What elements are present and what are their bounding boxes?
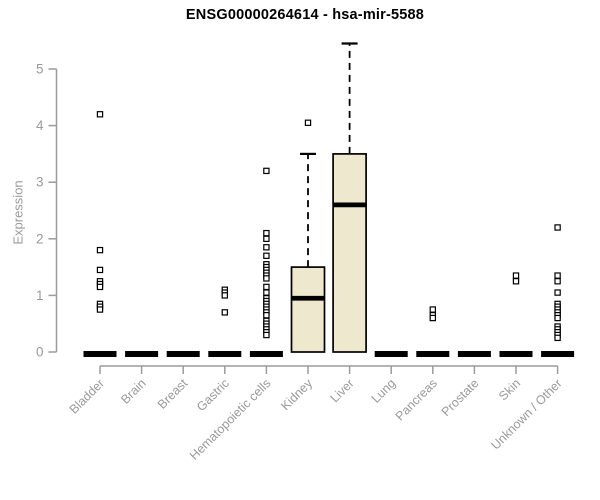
outlier-point (221, 309, 228, 316)
collapsed-box-skin (499, 351, 533, 357)
collapsed-box-unknown-other (541, 351, 575, 357)
outlier-point (96, 283, 104, 291)
outlier-point (554, 224, 561, 231)
outlier-point (96, 246, 104, 254)
box-kidney (290, 266, 326, 353)
y-axis-tick-label: 1 (36, 288, 44, 303)
x-axis-category-label: Liver (328, 376, 357, 405)
outlier-point (263, 235, 270, 242)
outlier-point (221, 292, 228, 299)
collapsed-box-gastric (208, 351, 242, 357)
outlier-point (263, 275, 270, 282)
y-axis-tick-label: 4 (36, 118, 44, 133)
x-axis-category-label: Lung (369, 376, 399, 406)
outlier-point (554, 314, 561, 322)
x-axis-category-label: Bladder (67, 376, 107, 416)
outlier-point (263, 167, 270, 175)
collapsed-box-pancreas (416, 351, 450, 357)
outlier-point (512, 278, 520, 285)
collapsed-box-prostate (457, 351, 491, 357)
collapsed-box-breast (166, 351, 200, 357)
y-axis-tick-label: 2 (36, 231, 44, 246)
x-axis-category-label: Hematopoietic cells (187, 376, 274, 463)
box-liver (332, 153, 367, 353)
outlier-point (263, 331, 270, 339)
outlier-point (263, 312, 270, 319)
collapsed-box-hematopoietic-cells (249, 351, 283, 357)
x-axis-category-label: Skin (496, 376, 523, 403)
outlier-point (263, 252, 270, 259)
outlier-point (263, 229, 270, 237)
outlier-point (554, 334, 561, 342)
x-axis-category-label: Kidney (278, 376, 315, 413)
outlier-point (554, 278, 561, 285)
outlier-point (96, 111, 104, 118)
collapsed-box-brain (125, 351, 159, 357)
y-axis-tick-label: 3 (36, 175, 44, 190)
outlier-point (429, 314, 437, 322)
outlier-point (554, 272, 561, 279)
y-axis-tick-label: 5 (36, 62, 44, 77)
outlier-point (263, 283, 270, 291)
outlier-point (429, 306, 437, 313)
collapsed-box-bladder (83, 351, 117, 357)
x-axis-category-label: Pancreas (393, 376, 440, 423)
outlier-point (96, 266, 104, 274)
outlier-point (554, 289, 561, 296)
outlier-point (96, 306, 104, 313)
x-axis-category-label: Gastric (194, 376, 232, 414)
x-axis-category-label: Unknown / Other (488, 376, 564, 452)
outlier-point (304, 119, 312, 126)
y-axis-tick-label: 0 (36, 345, 44, 360)
x-axis-category-label: Brain (118, 376, 149, 407)
outlier-point (263, 289, 270, 296)
collapsed-box-lung (374, 351, 408, 357)
chart-title: ENSG00000264614 - hsa-mir-5588 (185, 7, 425, 23)
outlier-point (512, 272, 520, 279)
x-axis-category-label: Breast (155, 376, 191, 412)
outlier-point (263, 244, 270, 251)
x-axis-category-label: Prostate (439, 376, 482, 419)
